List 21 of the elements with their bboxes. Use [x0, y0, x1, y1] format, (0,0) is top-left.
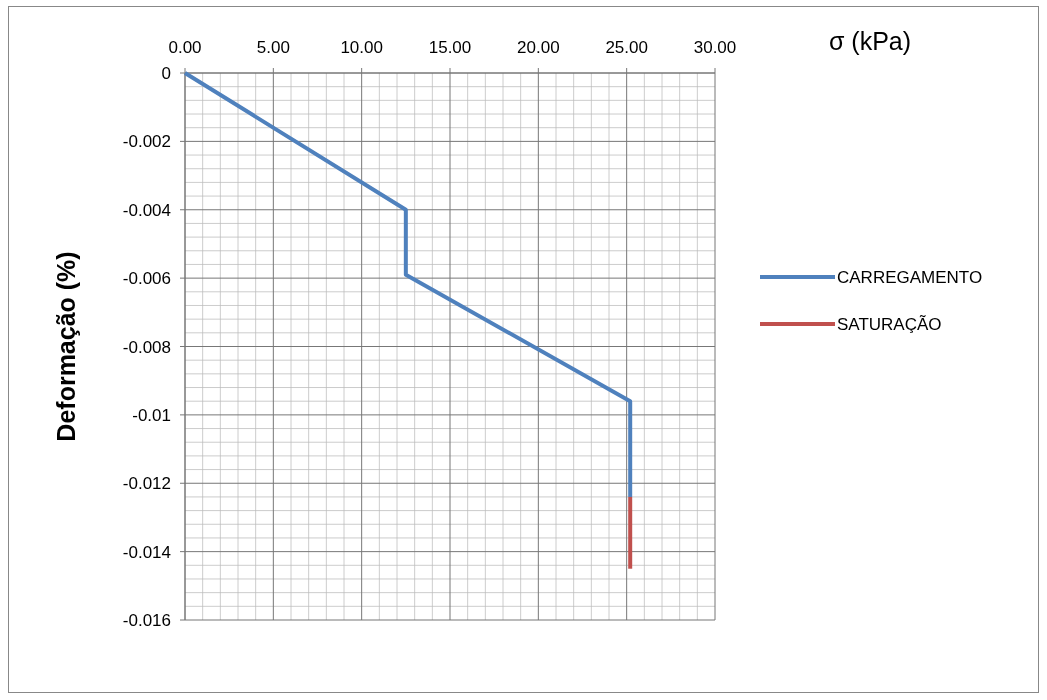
y-tick-label: -0.004 — [122, 200, 171, 220]
x-tick-label: 5.00 — [256, 38, 290, 57]
y-axis-title: Deformação (%) — [52, 251, 80, 442]
x-tick-label: 30.00 — [693, 38, 737, 57]
y-tick-label: -0.002 — [122, 132, 171, 152]
y-tick-label: 0 — [161, 64, 171, 83]
x-tick-label: 10.00 — [340, 38, 383, 57]
x-tick-label: 15.00 — [428, 38, 472, 57]
legend-label: CARREGAMENTO — [837, 268, 983, 287]
x-axis-title: σ (kPa) — [828, 27, 912, 55]
y-tick-label: -0.014 — [122, 542, 171, 562]
x-tick-label: 25.00 — [605, 38, 648, 57]
line-series — [183, 71, 633, 499]
x-tick-label: 20.00 — [517, 38, 560, 57]
y-tick-label: -0.01 — [132, 405, 171, 425]
y-tick-label: -0.012 — [122, 474, 171, 494]
y-tick-label: -0.016 — [122, 611, 171, 630]
y-tick-label: -0.006 — [122, 269, 171, 289]
y-tick-label: -0.008 — [122, 337, 171, 357]
legend-label: SATURAÇÃO — [837, 315, 942, 334]
x-tick-label: 0.00 — [168, 38, 202, 57]
